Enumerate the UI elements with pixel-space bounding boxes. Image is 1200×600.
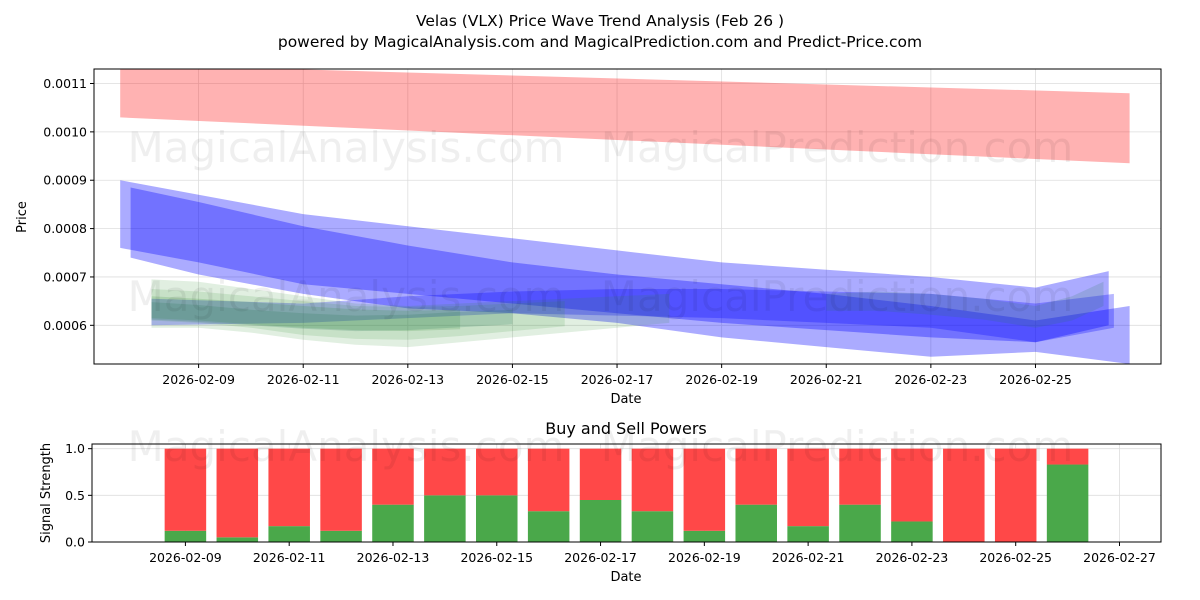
price-x-tick-label: 2026-02-25 — [999, 372, 1072, 387]
buy-bar — [891, 521, 933, 542]
buy-bar — [631, 511, 674, 542]
power-chart-title: Buy and Sell Powers — [545, 419, 707, 438]
power-x-tick-label: 2026-02-21 — [772, 550, 845, 565]
green-band-1 — [151, 279, 670, 348]
price-x-tick-label: 2026-02-17 — [581, 372, 654, 387]
sell-bar — [683, 448, 726, 531]
power-y-tick-label: 0.0 — [65, 535, 85, 550]
buy-bar — [320, 530, 362, 542]
price-x-tick-label: 2026-02-13 — [371, 372, 444, 387]
green-band-4 — [151, 302, 513, 332]
sell-bar — [320, 448, 362, 531]
sell-bar — [839, 448, 881, 505]
power-x-tick-label: 2026-02-17 — [564, 550, 637, 565]
power-x-ticks: 2026-02-09 2026-02-11 2026-02-13 2026-02-15… — [149, 542, 1156, 565]
power-chart: Buy and Sell Powers MagicalAnalysis.com … — [39, 419, 1162, 585]
price-y-tick-label: 0.0010 — [43, 124, 87, 139]
blue-band-1 — [120, 180, 1109, 343]
price-x-tick-label: 2026-02-15 — [476, 372, 549, 387]
power-y-tick-label: 1.0 — [65, 441, 85, 456]
buy-bar — [579, 500, 622, 542]
price-x-label: Date — [610, 392, 641, 407]
watermark-right: MagicalPrediction.com — [601, 123, 1074, 172]
power-y-ticks: 0.0 0.5 1.0 — [65, 441, 92, 550]
power-x-tick-label: 2026-02-13 — [357, 550, 430, 565]
price-x-tick-label: 2026-02-21 — [790, 372, 863, 387]
blue-band-2 — [130, 187, 1130, 364]
sell-bar — [424, 448, 466, 496]
price-y-tick-label: 0.0007 — [43, 269, 87, 284]
power-plot-border — [91, 443, 1162, 543]
buy-bar — [424, 495, 466, 542]
watermark-right-3: MagicalPrediction.com — [601, 422, 1074, 471]
power-x-tick-label: 2026-02-27 — [1083, 550, 1156, 565]
figure-subtitle: powered by MagicalAnalysis.com and Magic… — [278, 33, 922, 51]
buy-bar — [735, 504, 777, 542]
price-grid — [94, 69, 1161, 364]
price-x-tick-label: 2026-02-19 — [685, 372, 758, 387]
buy-bar — [683, 530, 726, 542]
sell-bar — [1046, 448, 1089, 465]
buy-bar — [268, 526, 310, 542]
buy-bar — [527, 511, 570, 542]
price-y-tick-label: 0.0006 — [43, 318, 87, 333]
sell-bar — [943, 448, 985, 542]
blue-band-3 — [151, 289, 1114, 343]
buy-bar — [216, 537, 259, 542]
figure-title: Velas (VLX) Price Wave Trend Analysis (F… — [416, 12, 784, 30]
sell-bar — [527, 448, 570, 512]
price-x-ticks: 2026-02-09 2026-02-11 2026-02-13 2026-02-15… — [162, 364, 1072, 387]
price-plot-area — [94, 69, 1161, 364]
green-band-2 — [151, 289, 565, 340]
sell-bar — [735, 448, 777, 505]
sell-bar — [891, 448, 933, 522]
watermark-left: MagicalAnalysis.com — [128, 123, 565, 172]
price-y-tick-label: 0.0011 — [43, 76, 87, 91]
power-x-tick-label: 2026-02-09 — [149, 550, 222, 565]
watermark-right-2: MagicalPrediction.com — [601, 272, 1074, 321]
sell-bar — [579, 448, 622, 500]
power-y-tick-label: 0.5 — [65, 488, 85, 503]
power-x-tick-label: 2026-02-23 — [876, 550, 949, 565]
buy-bar — [164, 530, 207, 542]
price-plot-border — [93, 68, 1162, 365]
power-bars — [164, 448, 1089, 542]
sell-bar — [476, 448, 518, 496]
watermark-left-3: MagicalAnalysis.com — [128, 422, 565, 471]
green-band-3 — [151, 296, 461, 332]
power-x-tick-label: 2026-02-25 — [979, 550, 1052, 565]
buy-bar — [839, 504, 881, 542]
price-chart: MagicalAnalysis.com MagicalPrediction.co… — [15, 68, 1162, 407]
buy-bar — [476, 495, 518, 542]
power-x-tick-label: 2026-02-11 — [253, 550, 326, 565]
power-x-tick-label: 2026-02-19 — [668, 550, 741, 565]
sell-bar — [631, 448, 674, 512]
price-y-label: Price — [15, 201, 30, 233]
sell-bar — [372, 448, 414, 505]
sell-bar — [787, 448, 829, 527]
buy-bar — [787, 526, 829, 542]
buy-bar — [1046, 464, 1089, 542]
price-x-tick-label: 2026-02-11 — [267, 372, 340, 387]
sell-bar — [994, 448, 1037, 542]
price-y-tick-label: 0.0009 — [43, 173, 87, 188]
price-y-tick-label: 0.0008 — [43, 221, 87, 236]
sell-bar — [164, 448, 207, 531]
red-band — [120, 69, 1130, 164]
sell-bar — [268, 448, 310, 527]
power-x-label: Date — [610, 570, 641, 585]
power-y-label: Signal Strength — [39, 443, 54, 543]
price-bands — [120, 69, 1130, 364]
power-x-tick-label: 2026-02-15 — [460, 550, 533, 565]
price-y-ticks: 0.0006 0.0007 0.0008 0.0009 0.0010 0.0011 — [43, 76, 94, 333]
price-x-tick-label: 2026-02-23 — [895, 372, 968, 387]
buy-bar — [372, 504, 414, 542]
price-x-tick-label: 2026-02-09 — [162, 372, 235, 387]
sell-bar — [216, 448, 259, 538]
teal-band-right — [826, 281, 1104, 328]
watermark-left-2: MagicalAnalysis.com — [128, 272, 565, 321]
